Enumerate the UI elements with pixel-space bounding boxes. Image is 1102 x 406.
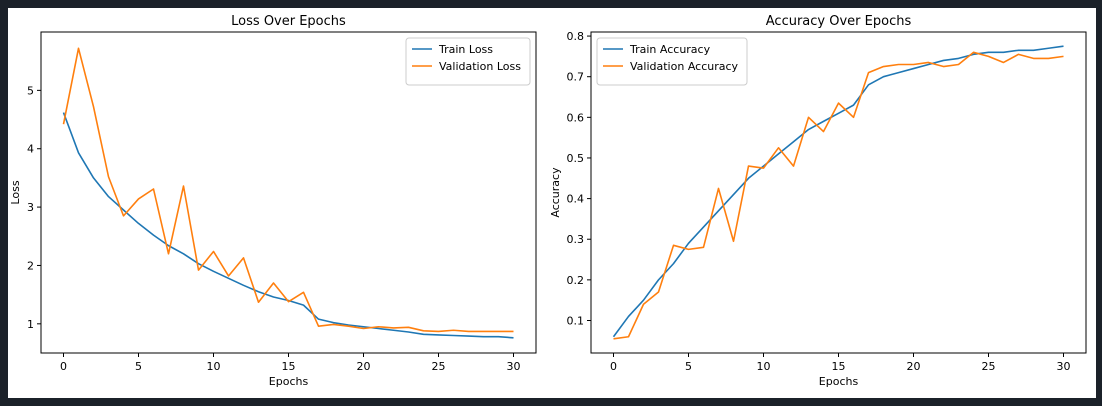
legend-box — [405, 37, 531, 86]
x-tick-label: 10 — [757, 360, 771, 373]
x-tick-label: 25 — [432, 360, 446, 373]
y-tick-label: 1 — [27, 318, 34, 331]
y-tick-label: 2 — [27, 259, 34, 272]
chart-title: Loss Over Epochs — [231, 14, 346, 29]
x-tick-label: 20 — [907, 360, 921, 373]
y-tick-label: 0.2 — [567, 274, 585, 287]
x-axis-label: Epochs — [269, 375, 309, 388]
y-tick-label: 0.3 — [567, 233, 585, 246]
x-tick-label: 0 — [60, 360, 67, 373]
legend: Train Accuracy Validation Accuracy — [596, 37, 748, 86]
chart-panel-1: Loss Over Epochs 0 5 10 15 20 25 30 1 2 3 4 5 Epochs L… — [9, 14, 537, 388]
legend-label: Validation Accuracy — [630, 60, 739, 73]
y-tick-label: 0.7 — [567, 71, 585, 84]
x-tick-label: 0 — [610, 360, 617, 373]
figure: Loss Over Epochs 0 5 10 15 20 25 30 1 2 3 4 5 Epochs L… — [8, 8, 1096, 398]
x-tick-label: 25 — [982, 360, 996, 373]
y-tick-label: 0.8 — [567, 30, 585, 43]
y-tick-label: 3 — [27, 201, 34, 214]
y-tick-label: 0.6 — [567, 111, 585, 124]
x-tick-label: 15 — [282, 360, 296, 373]
y-tick-label: 4 — [27, 143, 34, 156]
series-line-2 — [62, 47, 514, 333]
x-tick-label: 30 — [1057, 360, 1071, 373]
y-axis-label: Loss — [9, 180, 22, 204]
x-tick-label: 10 — [207, 360, 221, 373]
y-axis-label: Accuracy — [549, 167, 562, 218]
x-tick-label: 5 — [685, 360, 692, 373]
y-tick-label: 0.4 — [567, 193, 585, 206]
series-line-1 — [62, 112, 514, 339]
legend-label: Validation Loss — [439, 60, 521, 73]
series-line-2 — [613, 51, 1064, 340]
legend-label: Train Accuracy — [629, 43, 711, 56]
x-tick-label: 30 — [507, 360, 521, 373]
x-tick-label: 20 — [357, 360, 371, 373]
x-tick-label: 5 — [135, 360, 142, 373]
series-line-1 — [612, 45, 1064, 338]
y-tick-label: 0.1 — [567, 314, 585, 327]
legend-box — [596, 37, 748, 86]
x-tick-label: 15 — [832, 360, 846, 373]
y-tick-label: 0.5 — [567, 152, 585, 165]
chart-title: Accuracy Over Epochs — [766, 14, 912, 29]
x-axis-label: Epochs — [819, 375, 859, 388]
legend-label: Train Loss — [438, 43, 493, 56]
y-tick-label: 5 — [27, 84, 34, 97]
legend: Train Loss Validation Loss — [405, 37, 531, 86]
charts-canvas: Loss Over Epochs 0 5 10 15 20 25 30 1 2 3 4 5 Epochs L… — [9, 14, 1087, 388]
chart-panel-2: Accuracy Over Epochs 0 5 10 15 20 25 30 0.1 0.2 0.… — [549, 14, 1087, 388]
